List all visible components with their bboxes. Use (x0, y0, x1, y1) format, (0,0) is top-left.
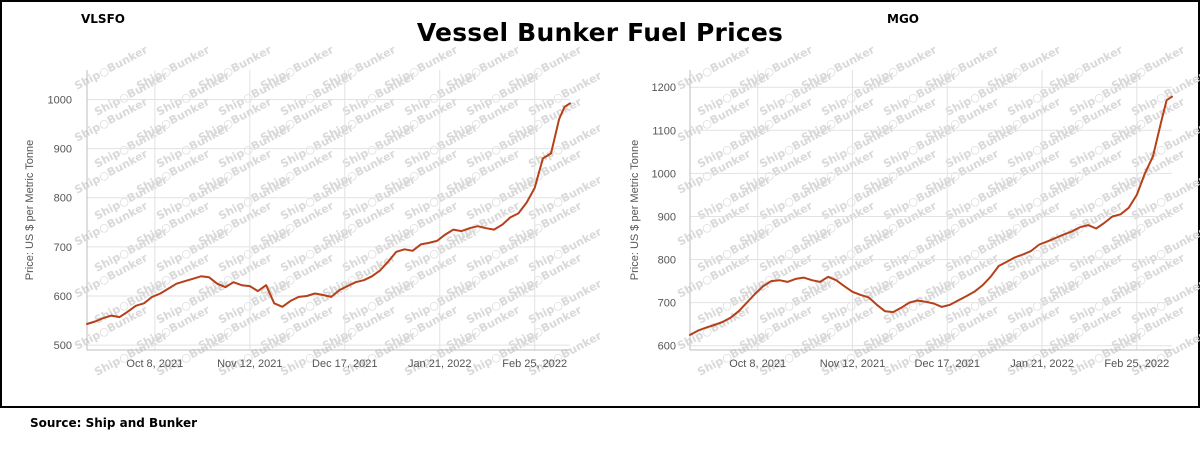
figure-frame (0, 0, 1200, 408)
vlsfo-y-tick-label: 500 (54, 340, 72, 352)
mgo-y-tick-label: 1000 (652, 168, 676, 180)
vlsfo-x-tick-label: Feb 25, 2022 (502, 358, 567, 370)
vlsfo-x-tick-label: Dec 17, 2021 (312, 358, 377, 370)
vlsfo-y-tick-label: 700 (54, 242, 72, 254)
mgo-y-tick-label: 600 (658, 341, 676, 353)
vlsfo-price-line (86, 102, 571, 325)
mgo-y-tick-label: 800 (658, 255, 676, 267)
mgo-x-tick-label: Nov 12, 2021 (820, 358, 885, 370)
vlsfo-y-tick-label: 600 (54, 291, 72, 303)
mgo-x-tick-label: Dec 17, 2021 (915, 358, 980, 370)
vlsfo-y-tick-label: 900 (54, 144, 72, 156)
mgo-y-axis-label: Price: US $ per Metric Tonne (629, 140, 641, 280)
vlsfo-y-tick-label: 800 (54, 193, 72, 205)
mgo-x-tick-label: Jan 21, 2022 (1010, 358, 1074, 370)
vlsfo-y-tick-label: 1000 (48, 94, 72, 106)
vlsfo-y-axis-label: Price: US $ per Metric Tonne (24, 140, 36, 280)
page-title: Vessel Bunker Fuel Prices (416, 18, 784, 47)
vlsfo-x-tick-label: Nov 12, 2021 (217, 358, 282, 370)
mgo-watermark: Ship○BunkerShip○BunkerShip○BunkerShip○Bu… (675, 43, 1200, 379)
mgo-price-line (689, 95, 1173, 336)
mgo-y-tick-label: 900 (658, 211, 676, 223)
vlsfo-x-tick-label: Oct 8, 2021 (126, 358, 183, 370)
vlsfo-x-tick-label: Jan 21, 2022 (408, 358, 472, 370)
mgo-y-tick-label: 1200 (652, 82, 676, 94)
mgo-x-tick-label: Feb 25, 2022 (1104, 358, 1169, 370)
mgo-chart-title: MGO (887, 12, 919, 26)
mgo-x-tick-label: Oct 8, 2021 (729, 358, 786, 370)
mgo-y-tick-label: 1100 (652, 125, 676, 137)
vlsfo-chart-title: VLSFO (81, 12, 125, 26)
mgo-y-tick-label: 700 (658, 298, 676, 310)
source-note: Source: Ship and Bunker (30, 416, 197, 430)
